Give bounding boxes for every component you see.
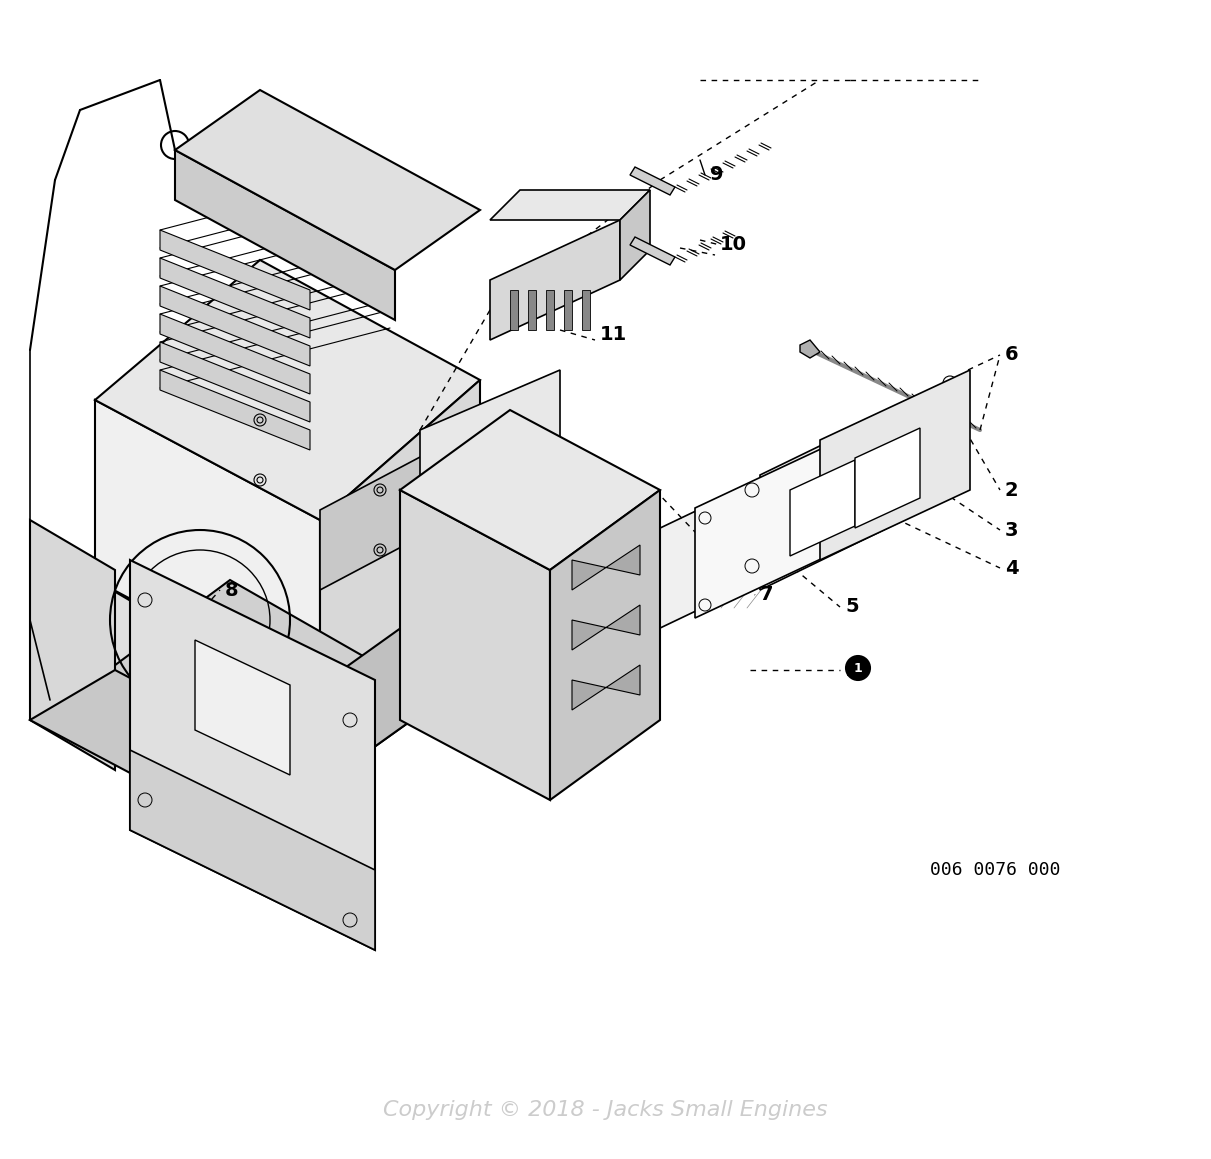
Polygon shape bbox=[130, 750, 375, 950]
Text: 006 0076 000: 006 0076 000 bbox=[930, 861, 1061, 879]
Polygon shape bbox=[30, 520, 115, 770]
Text: 8: 8 bbox=[225, 581, 239, 599]
Polygon shape bbox=[635, 478, 765, 640]
Polygon shape bbox=[176, 150, 395, 320]
Text: 3: 3 bbox=[1005, 520, 1018, 539]
Polygon shape bbox=[94, 580, 440, 800]
Bar bbox=[582, 290, 590, 330]
Text: 6: 6 bbox=[1005, 345, 1018, 364]
Polygon shape bbox=[160, 370, 310, 450]
Polygon shape bbox=[630, 236, 675, 265]
Polygon shape bbox=[160, 229, 310, 309]
Bar bbox=[528, 290, 536, 330]
Polygon shape bbox=[320, 380, 480, 700]
Polygon shape bbox=[820, 370, 970, 560]
Polygon shape bbox=[130, 560, 375, 950]
Bar bbox=[546, 290, 553, 330]
Polygon shape bbox=[30, 670, 285, 810]
Polygon shape bbox=[320, 420, 490, 590]
Polygon shape bbox=[490, 220, 620, 340]
Polygon shape bbox=[630, 167, 675, 195]
Text: 2: 2 bbox=[1005, 481, 1018, 500]
Text: 7: 7 bbox=[761, 585, 774, 605]
Polygon shape bbox=[420, 370, 559, 530]
Polygon shape bbox=[572, 605, 639, 650]
Polygon shape bbox=[300, 600, 440, 800]
Polygon shape bbox=[160, 314, 310, 394]
Text: 5: 5 bbox=[845, 598, 859, 617]
Polygon shape bbox=[790, 460, 855, 556]
Text: 9: 9 bbox=[710, 166, 723, 184]
Polygon shape bbox=[94, 260, 480, 520]
Text: 10: 10 bbox=[721, 235, 747, 255]
Text: 4: 4 bbox=[1005, 559, 1018, 577]
Polygon shape bbox=[94, 580, 300, 800]
Polygon shape bbox=[800, 340, 820, 358]
Polygon shape bbox=[855, 428, 920, 529]
Polygon shape bbox=[160, 258, 310, 338]
Polygon shape bbox=[94, 400, 320, 700]
Bar bbox=[564, 290, 572, 330]
Polygon shape bbox=[490, 190, 650, 220]
Bar bbox=[510, 290, 518, 330]
Polygon shape bbox=[620, 190, 650, 280]
Polygon shape bbox=[695, 440, 840, 618]
Polygon shape bbox=[550, 490, 660, 800]
Circle shape bbox=[846, 656, 869, 680]
Polygon shape bbox=[160, 286, 310, 366]
Text: 1: 1 bbox=[845, 661, 859, 679]
Polygon shape bbox=[572, 545, 639, 590]
Polygon shape bbox=[176, 90, 480, 270]
Polygon shape bbox=[195, 640, 289, 775]
Polygon shape bbox=[572, 665, 639, 710]
Polygon shape bbox=[160, 342, 310, 422]
Polygon shape bbox=[400, 490, 550, 800]
Text: Copyright © 2018 - Jacks Small Engines: Copyright © 2018 - Jacks Small Engines bbox=[383, 1100, 827, 1120]
Polygon shape bbox=[400, 410, 660, 570]
Text: 11: 11 bbox=[599, 326, 627, 344]
Polygon shape bbox=[761, 407, 900, 590]
Text: 1: 1 bbox=[854, 662, 862, 675]
